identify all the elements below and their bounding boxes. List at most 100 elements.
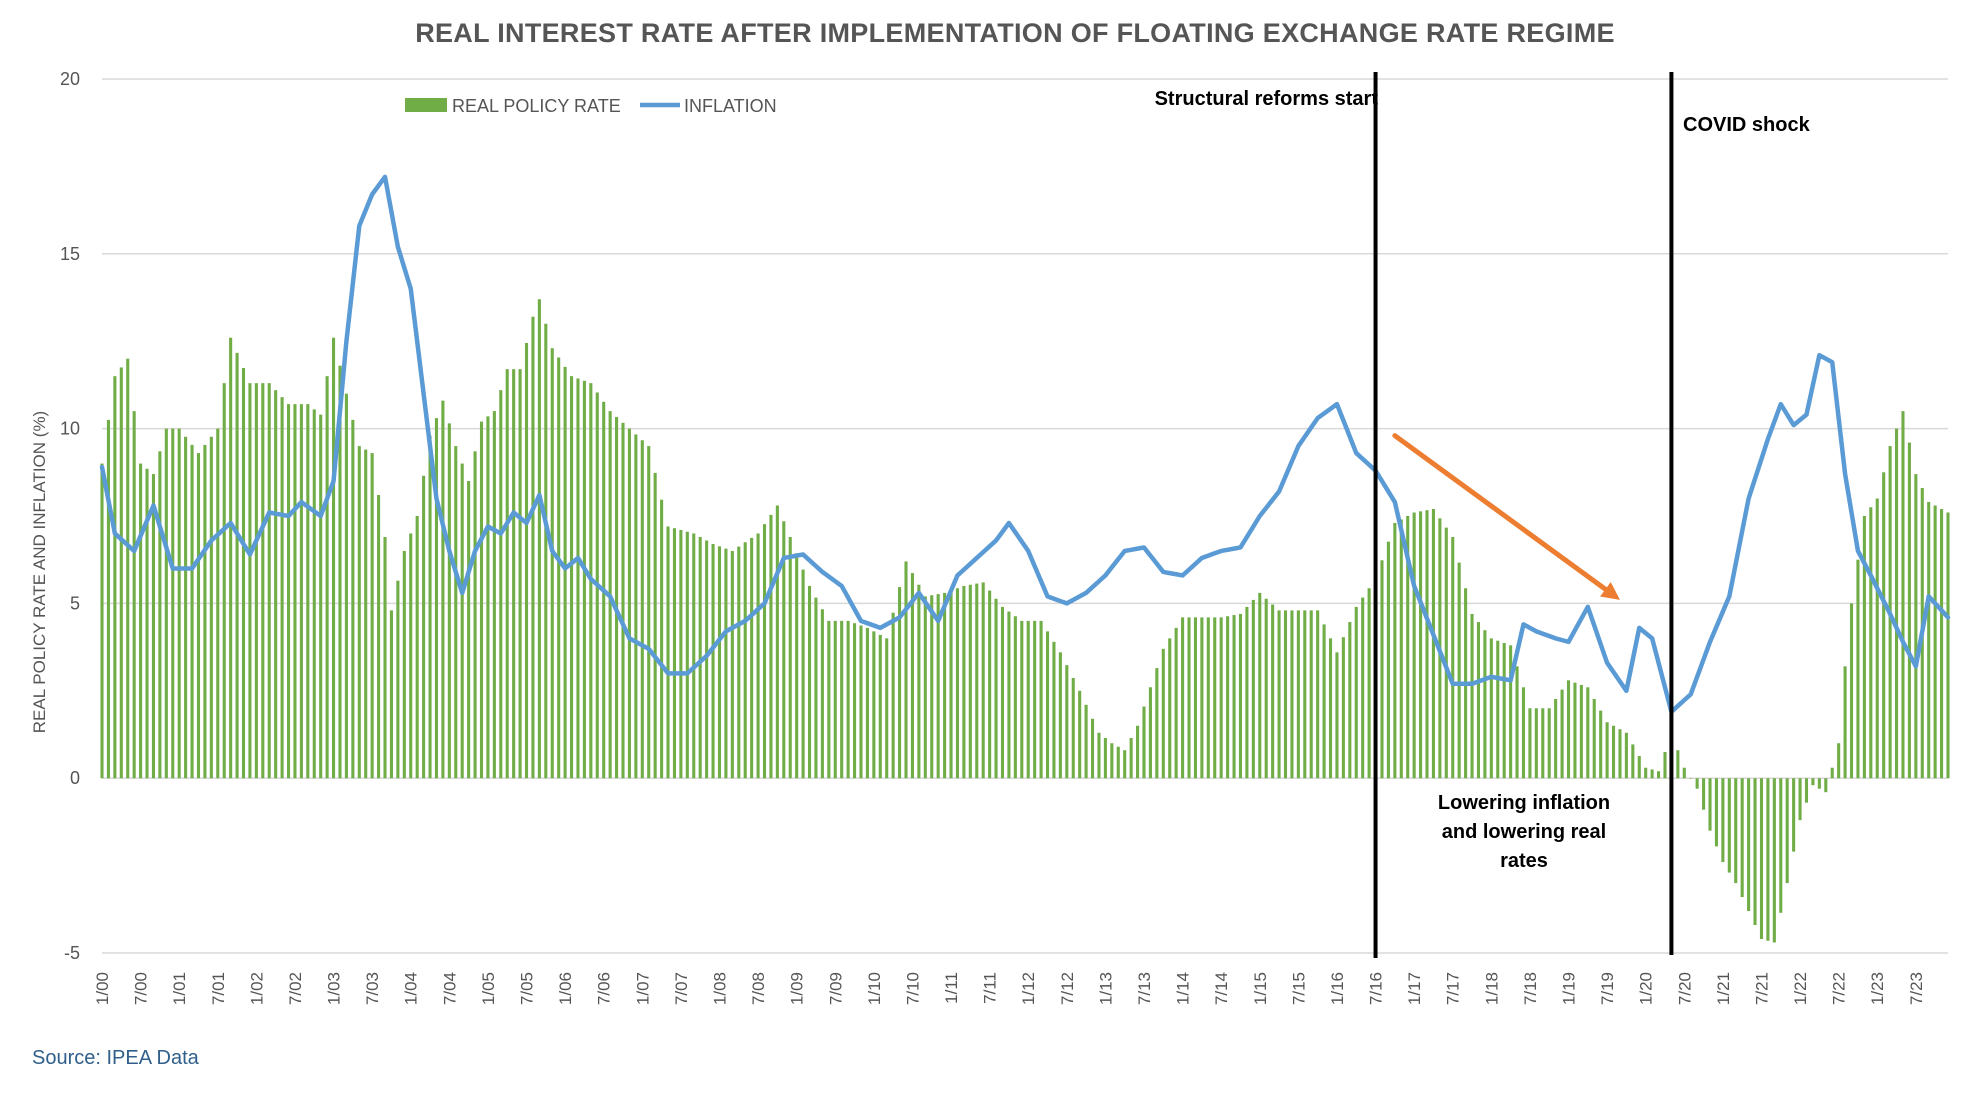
- real-policy-rate-bar: [441, 400, 445, 779]
- real-policy-rate-bar: [286, 404, 291, 779]
- x-tick-label: 1/06: [556, 972, 575, 1005]
- x-tick-label: 1/17: [1405, 972, 1424, 1005]
- real-policy-rate-bar: [1136, 725, 1140, 779]
- x-tick-label: 7/10: [903, 972, 922, 1005]
- x-tick-label: 7/04: [440, 972, 459, 1005]
- real-policy-rate-bar: [1940, 509, 1944, 779]
- real-policy-rate-bar: [364, 449, 368, 779]
- real-policy-rate-bar: [1039, 620, 1043, 779]
- real-policy-rate-bar: [769, 514, 773, 779]
- real-policy-rate-bar: [389, 610, 393, 779]
- real-policy-rate-bar: [1779, 778, 1783, 913]
- real-policy-rate-bar: [1637, 756, 1641, 779]
- real-policy-rate-bar: [1759, 778, 1764, 940]
- real-policy-rate-bar: [1875, 498, 1879, 779]
- real-policy-rate-bar: [344, 393, 348, 779]
- real-policy-rate-bar: [1862, 516, 1866, 779]
- real-policy-rate-bar: [846, 620, 850, 779]
- real-policy-rate-bar: [582, 380, 586, 779]
- real-policy-rate-bar: [1168, 638, 1172, 779]
- lowering-text-line-1: Lowering inflation: [1438, 792, 1610, 814]
- real-policy-rate-bar: [1618, 729, 1622, 779]
- real-policy-rate-bar: [1084, 704, 1088, 779]
- real-policy-rate-bar: [737, 546, 741, 779]
- real-policy-rate-bar: [1052, 641, 1056, 779]
- real-policy-rate-bar: [1599, 710, 1603, 779]
- x-tick-label: 7/07: [672, 972, 691, 1005]
- x-tick-label: 7/11: [981, 972, 1000, 1004]
- real-policy-rate-bar: [1245, 606, 1249, 779]
- x-tick-label: 7/15: [1289, 972, 1308, 1005]
- real-policy-rate-bar: [1213, 617, 1217, 779]
- real-policy-rate-bar: [1708, 778, 1712, 831]
- real-policy-rate-bar: [486, 416, 490, 779]
- y-axis-ticks: 20 15 10 5 0 -5: [60, 69, 80, 963]
- x-tick-label: 7/18: [1521, 972, 1540, 1005]
- x-tick-label: 7/16: [1367, 972, 1386, 1005]
- real-policy-rate-bar: [1566, 680, 1571, 779]
- x-tick-label: 7/03: [363, 972, 382, 1005]
- real-policy-rate-bar: [280, 397, 284, 779]
- real-policy-rate-bar: [1766, 778, 1770, 941]
- x-tick-label: 1/23: [1868, 972, 1887, 1005]
- x-axis-ticks: 1/00 7/00 1/01 7/01 1/02 7/02 1/03 7/03 1/04 7/04…: [93, 972, 1926, 1005]
- real-policy-rate-bar: [1869, 507, 1873, 779]
- real-policy-rate-bar: [1238, 613, 1243, 779]
- real-policy-rate-bar: [1000, 606, 1005, 779]
- real-policy-rate-bar: [1071, 677, 1075, 779]
- legend-label-line: INFLATION: [684, 96, 777, 116]
- real-policy-rate-bar: [1586, 687, 1590, 779]
- real-policy-rate-bar: [1515, 666, 1519, 779]
- real-policy-rate-bar: [357, 446, 361, 779]
- real-policy-rate-bar: [1341, 637, 1345, 779]
- real-policy-rate-bar: [827, 620, 831, 779]
- real-policy-rate-bar: [904, 561, 908, 779]
- real-policy-rate-bar: [1078, 690, 1082, 779]
- real-policy-rate-bar: [1547, 708, 1551, 779]
- real-policy-rate-bar: [975, 583, 979, 779]
- real-policy-rate-bar: [479, 421, 484, 779]
- real-policy-rate-bar: [820, 609, 824, 779]
- real-policy-rate-bar: [1020, 620, 1024, 779]
- real-policy-rate-bar: [518, 369, 522, 779]
- x-tick-label: 1/16: [1328, 972, 1347, 1005]
- real-policy-rate-bar: [1090, 718, 1095, 779]
- real-policy-rate-bar: [119, 367, 123, 779]
- real-policy-rate-bar: [1007, 611, 1011, 779]
- y-tick-label: 5: [70, 593, 80, 613]
- real-policy-rate-bar: [1528, 708, 1532, 779]
- real-policy-rate-bar: [1721, 778, 1725, 863]
- real-policy-rate-bar: [782, 521, 786, 779]
- trend-arrow: [1392, 433, 1608, 592]
- real-policy-rate-bar: [1663, 751, 1667, 779]
- real-policy-rate-bar: [1258, 592, 1262, 779]
- real-policy-rate-bar: [788, 536, 792, 779]
- real-policy-rate-bar: [409, 533, 413, 779]
- real-policy-rate-bar: [853, 623, 857, 779]
- legend-swatch-bars: [405, 98, 447, 112]
- x-tick-label: 1/08: [710, 972, 729, 1005]
- real-policy-rate-bar: [467, 481, 471, 779]
- real-policy-rate-bar: [338, 365, 342, 779]
- real-policy-rate-bar: [1026, 620, 1030, 779]
- real-policy-rate-bar: [1476, 622, 1481, 779]
- inflation-line: [99, 174, 1951, 715]
- real-policy-rate-bar: [1155, 668, 1159, 779]
- x-tick-label: 7/21: [1752, 972, 1771, 1005]
- real-policy-rate-bar: [1830, 767, 1834, 779]
- real-policy-rate-bar: [1502, 643, 1506, 779]
- real-policy-rate-bar: [1116, 746, 1120, 779]
- real-policy-rate-bar: [505, 369, 509, 779]
- real-policy-rate-bar: [1927, 502, 1931, 779]
- real-policy-rate-bar: [679, 529, 683, 779]
- real-policy-rate-bar: [177, 428, 181, 779]
- real-policy-rate-bar: [1682, 767, 1686, 779]
- real-policy-rate-bar: [936, 594, 940, 779]
- real-policy-rate-bar: [1541, 708, 1545, 779]
- real-policy-rate-bar: [1592, 698, 1596, 779]
- real-policy-rate-bar: [241, 368, 246, 779]
- real-policy-rate-bar: [1695, 778, 1699, 789]
- real-policy-rate-bar: [647, 446, 651, 779]
- real-policy-rate-bar: [1129, 738, 1133, 779]
- x-tick-label: 1/14: [1174, 972, 1193, 1005]
